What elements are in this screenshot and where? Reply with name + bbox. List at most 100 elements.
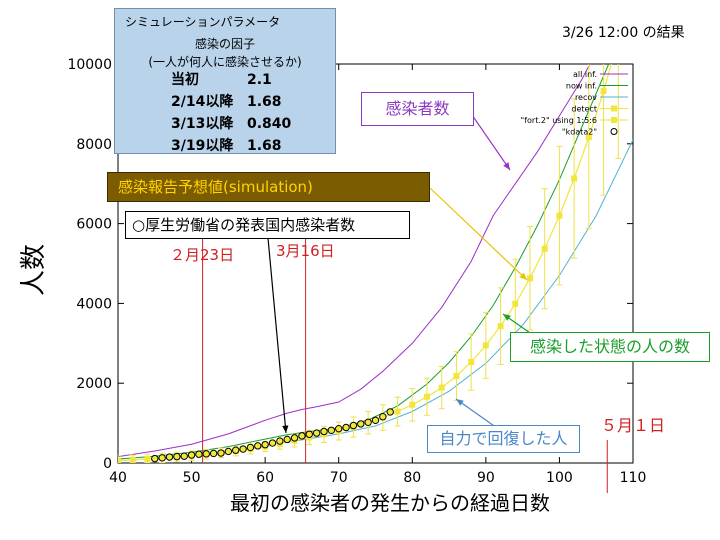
- date-label-may1: ５月１日: [601, 416, 666, 435]
- detect-point: [438, 384, 445, 391]
- parameter-row-label: 当初: [171, 72, 199, 88]
- date-label-feb23: ２月23日: [170, 246, 235, 264]
- kdata2-point: [283, 435, 291, 444]
- simulation-arrow: [429, 187, 528, 281]
- parameter-row-value: 1.68: [247, 94, 282, 110]
- x-axis-label: 最初の感染者の発生からの経過日数: [230, 491, 550, 515]
- parameter-title: シミュレーションパラメータ: [125, 15, 281, 29]
- kdata2-point: [335, 424, 343, 433]
- kdata2-point: [232, 446, 240, 454]
- kdata2-point: [254, 442, 262, 450]
- detect-point: [571, 175, 578, 182]
- plot-frame: [117, 63, 634, 464]
- infected-arrow: [469, 111, 511, 171]
- result-timestamp: 3/26 12:00 の結果: [562, 25, 685, 41]
- kdata2-point: [364, 418, 372, 427]
- detect-point: [144, 456, 151, 463]
- parameter-row-label: 3/13以降: [171, 116, 234, 132]
- mhlw-label-text: 厚生労働省の発表国内感染者数: [145, 216, 356, 234]
- kdata2-point: [349, 421, 358, 430]
- infected-count-label: 感染者数: [361, 92, 474, 126]
- kdata2-point: [239, 445, 247, 453]
- parameter-row-label: 3/19以降: [171, 138, 234, 154]
- legend-label: "fort.2" using 1:5:6: [521, 116, 597, 125]
- now-arrow-head: [503, 314, 511, 321]
- legend-marker: [611, 117, 617, 123]
- x-tick-label: 80: [403, 470, 421, 486]
- recovered-label: 自力で回復した人: [427, 425, 580, 453]
- parameter-subtitle-2: (一人が何人に感染させるか): [148, 55, 302, 69]
- y-tick-label: 0: [103, 456, 112, 472]
- y-tick-label: 6000: [76, 217, 112, 233]
- x-tick-label: 100: [546, 470, 573, 486]
- mhlw-arrow-head: [282, 425, 289, 433]
- parameter-row: 当初 2.1: [171, 69, 272, 89]
- kdata2-point: [290, 434, 299, 442]
- parameter-row: 3/13以降 0.840: [171, 113, 291, 133]
- kdata2-point: [202, 450, 210, 458]
- detect-point: [556, 212, 563, 219]
- parameter-row-value: 1.68: [247, 138, 282, 154]
- kdata2-point: [180, 452, 188, 460]
- kdata2-point: [379, 413, 387, 421]
- parameter-panel: シミュレーションパラメータ 感染の因子 (一人が何人に感染させるか) 当初 2.1…: [114, 8, 336, 154]
- detect-point: [497, 323, 504, 330]
- kdata2-point: [224, 447, 233, 456]
- kdata2-point: [327, 426, 336, 434]
- kdata2-point: [386, 408, 394, 416]
- legend-label: now inf.: [566, 82, 597, 91]
- x-tick-label: 70: [330, 470, 348, 486]
- x-tick-label: 90: [477, 470, 495, 486]
- kdata2-point: [209, 449, 218, 458]
- detect-point: [129, 456, 136, 463]
- detect-point: [468, 359, 475, 366]
- detect-point: [424, 393, 430, 400]
- kdata2-series: [151, 408, 394, 463]
- kdata2-point: [276, 437, 284, 445]
- parameter-row: 2/14以降 1.68: [171, 91, 282, 111]
- x-tick-label: 50: [183, 470, 201, 486]
- recovered-arrow: [455, 398, 498, 429]
- simulation-label: 感染報告予想値(simulation): [107, 172, 430, 202]
- date-label-mar16: 3月16日: [276, 242, 335, 260]
- kdata2-point: [342, 423, 350, 432]
- kdata2-point: [371, 416, 380, 425]
- detect-point: [541, 245, 548, 252]
- y-axis-label: 人数: [19, 244, 49, 296]
- y-tick-label: 2000: [76, 376, 112, 392]
- detect-point: [453, 373, 460, 380]
- kdata2-point: [298, 432, 306, 440]
- kdata2-point: [195, 450, 203, 458]
- legend-label: "kdata2": [562, 128, 597, 137]
- legend-label: detect: [571, 105, 597, 114]
- legend-marker: [611, 105, 617, 112]
- y-tick-label: 4000: [76, 296, 112, 312]
- mhlw-arrow: [267, 237, 287, 434]
- simulation-arrow-head: [519, 272, 527, 280]
- kdata2-point: [165, 453, 174, 461]
- parameter-subtitle: 感染の因子: [194, 37, 255, 51]
- detect-point: [482, 342, 489, 349]
- detect-point: [409, 401, 416, 408]
- kdata2-point: [217, 449, 225, 457]
- kdata2-point: [187, 451, 196, 459]
- detect-point: [600, 88, 607, 95]
- kdata2-point: [357, 420, 365, 428]
- kdata2-point: [312, 429, 321, 437]
- detect-point: [512, 300, 519, 307]
- kdata2-point: [151, 454, 159, 463]
- detect-point: [394, 408, 401, 415]
- kdata2-point: [305, 430, 313, 438]
- currently-infected-label: 感染した状態の人の数: [510, 332, 710, 362]
- kdata2-point: [246, 443, 255, 452]
- kdata2-point: [320, 427, 328, 436]
- x-tick-label: 60: [256, 470, 274, 486]
- x-tick-label: 40: [109, 470, 127, 486]
- kdata2-point: [268, 439, 277, 447]
- series-line-allinf: [118, 64, 591, 458]
- x-tick-label: 110: [620, 470, 647, 486]
- recovered-arrow-head: [456, 399, 464, 406]
- legend-label: recov: [575, 93, 597, 102]
- parameter-row: 3/19以降 1.68: [171, 135, 282, 155]
- marker-icon: ○: [132, 216, 146, 234]
